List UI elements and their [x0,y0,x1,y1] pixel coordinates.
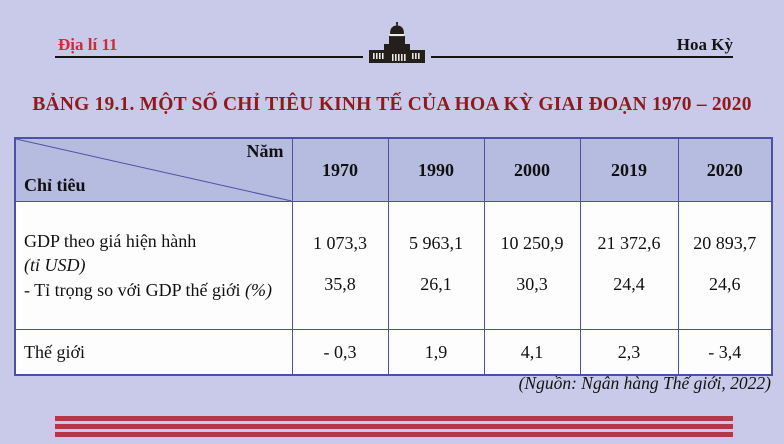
table-row-gdp: GDP theo giá hiện hành (tỉ USD) - Tỉ trọ… [14,201,773,330]
gdp-label-unit: (tỉ USD) [24,255,86,276]
table-corner-cell: Năm Chỉ tiêu [14,137,293,202]
world-value-2000: 4,1 [483,329,581,376]
footer-stripe [55,416,733,421]
gdp-share-label: - Tỉ trọng so với GDP thế giới (%) [24,278,282,302]
footer-stripe [55,424,733,429]
year-header: 2019 [579,137,679,202]
gdp-value: 5 963,1 [409,233,463,253]
share-value: 35,8 [324,274,356,294]
corner-label-year: Năm [246,141,284,161]
gdp-value: 21 372,6 [597,233,661,253]
year-header: 1970 [291,137,389,202]
year-header: 2020 [677,137,773,202]
corner-label-indicator: Chỉ tiêu [24,175,86,195]
subject-label: Địa lí 11 [58,35,118,54]
gdp-cell-1990: 5 963,1 26,1 [387,201,485,330]
gdp-share-label-unit: (%) [245,279,273,300]
year-header: 2000 [483,137,581,202]
table-header-row: Năm Chỉ tiêu 1970 1990 2000 2019 2020 [14,137,773,202]
share-value: 24,4 [613,274,645,294]
share-value: 24,6 [709,274,741,294]
gdp-row-label: GDP theo giá hiện hành (tỉ USD) - Tỉ trọ… [14,201,293,330]
capitol-building-icon [363,21,431,65]
gdp-value: 10 250,9 [500,233,564,253]
page-title: BẢNG 19.1. MỘT SỐ CHỈ TIÊU KINH TẾ CỦA H… [32,94,752,115]
world-value-2019: 2,3 [579,329,679,376]
footer-stripe [55,432,733,437]
diagonal-divider [16,139,292,201]
world-value-1970: - 0,3 [291,329,389,376]
world-row-label: Thế giới [14,329,293,376]
world-value-2020: - 3,4 [677,329,773,376]
gdp-cell-2020: 20 893,7 24,6 [677,201,773,330]
gdp-value: 1 073,3 [313,233,367,253]
world-value-1990: 1,9 [387,329,485,376]
gdp-value: 20 893,7 [693,233,757,253]
share-value: 30,3 [516,274,548,294]
share-value: 26,1 [420,274,452,294]
gdp-share-label-text: - Tỉ trọng so với GDP thế giới [24,279,246,300]
gdp-cell-2000: 10 250,9 30,3 [483,201,581,330]
table-row-world: Thế giới - 0,3 1,9 4,1 2,3 - 3,4 [14,329,773,376]
topic-label: Hoa Kỳ [676,35,733,54]
source-citation: (Nguồn: Ngân hàng Thế giới, 2022) [518,373,771,393]
gdp-cell-2019: 21 372,6 24,4 [579,201,679,330]
gdp-cell-1970: 1 073,3 35,8 [291,201,389,330]
year-header: 1990 [387,137,485,202]
gdp-label-line1: GDP theo giá hiện hành [24,231,197,252]
economic-indicators-table: Năm Chỉ tiêu 1970 1990 2000 2019 2020 GD… [14,137,773,376]
